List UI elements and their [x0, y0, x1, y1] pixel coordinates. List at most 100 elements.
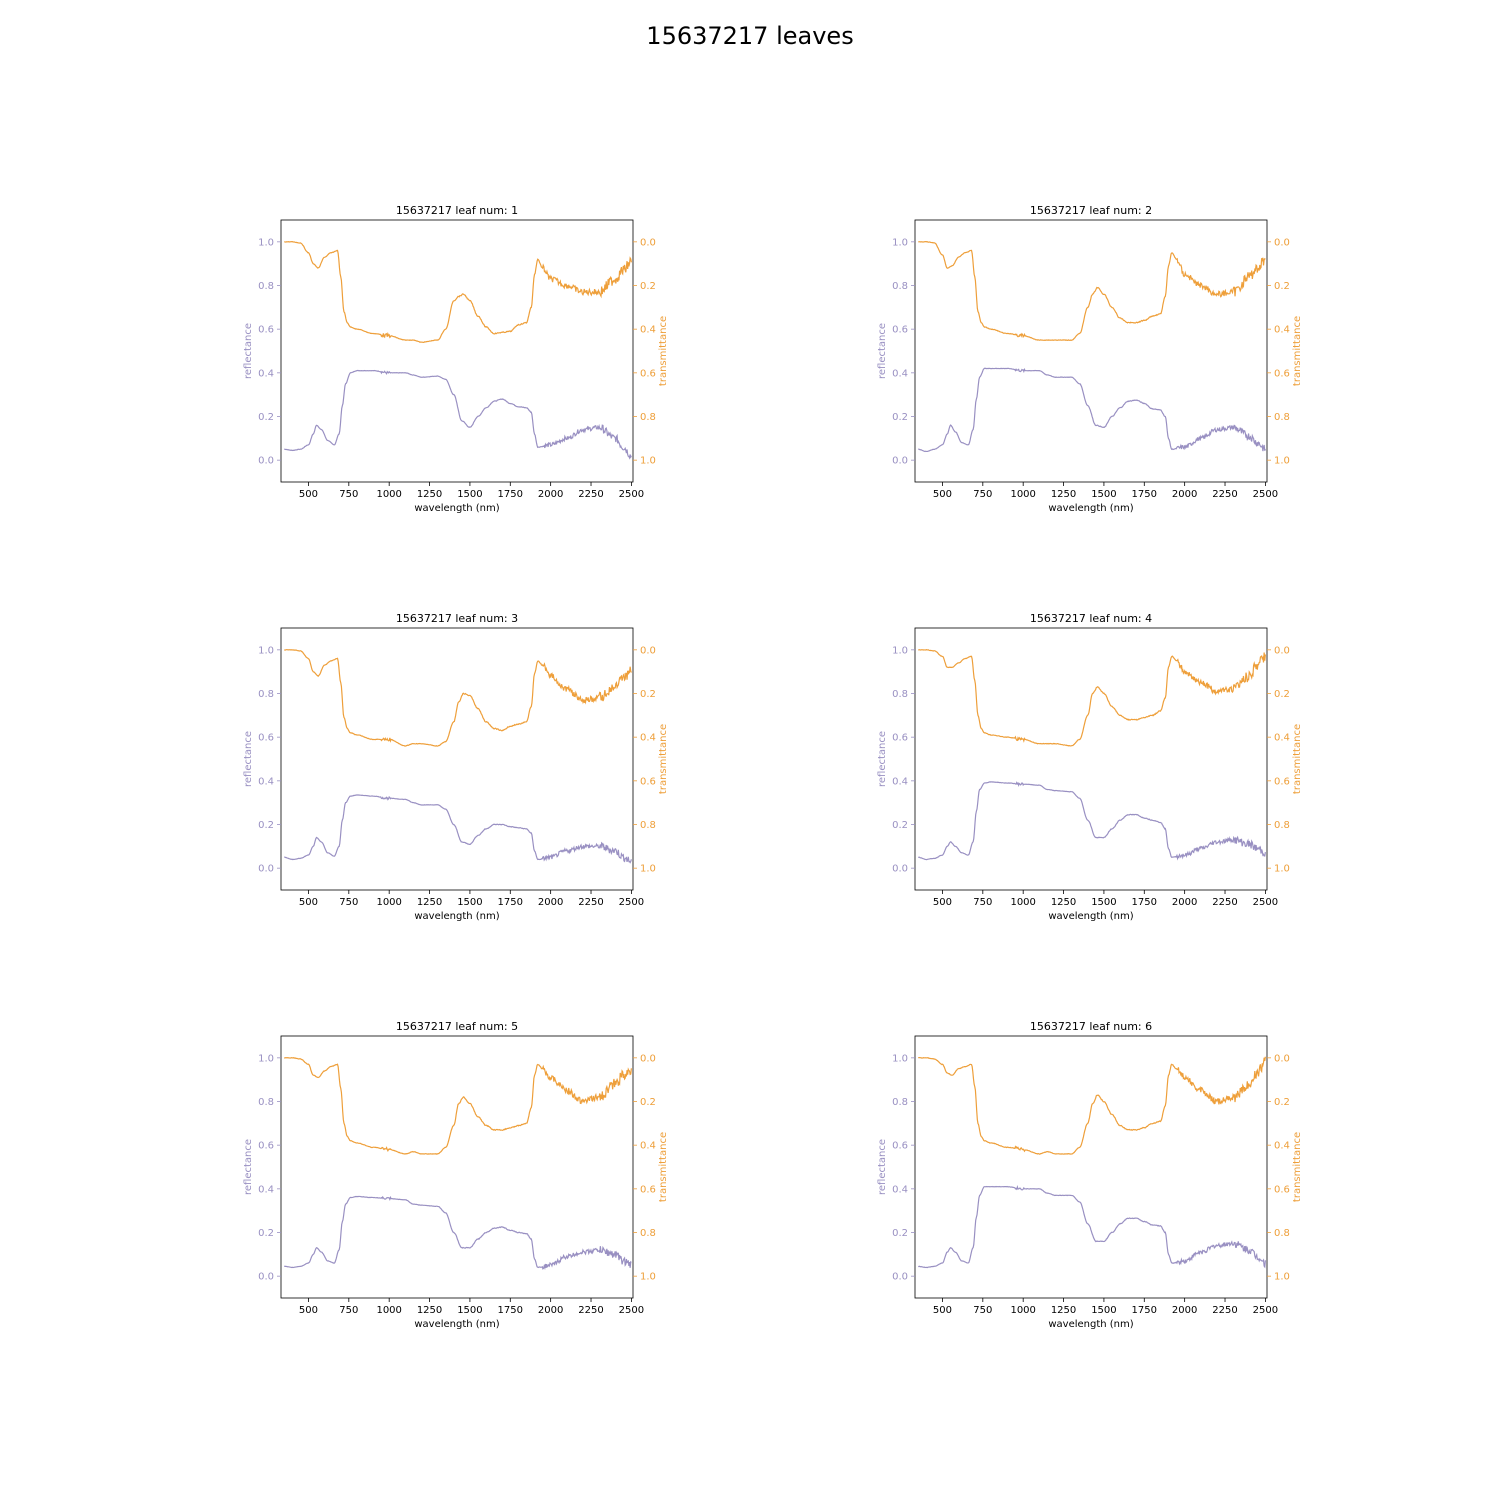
y2-axis-label: transmittance	[1292, 316, 1303, 386]
y-axis-label: reflectance	[243, 323, 254, 379]
transmittance-line	[918, 648, 1266, 747]
y-tick-label: 0.0	[258, 456, 274, 467]
x-tick-label: 1000	[376, 897, 401, 908]
y-tick-label: 0.0	[258, 864, 274, 875]
y2-axis-label: transmittance	[658, 1132, 669, 1202]
x-tick-label: 1250	[1051, 489, 1076, 500]
y-tick-label: 0.8	[258, 689, 274, 700]
x-tick-label: 1250	[1051, 1305, 1076, 1316]
y-tick-label: 0.8	[892, 281, 908, 292]
y-tick-label: 0.6	[258, 325, 274, 336]
y-tick-label: 0.0	[892, 1272, 908, 1283]
y2-tick-label: 0.6	[1274, 776, 1290, 787]
x-tick-label: 750	[973, 897, 992, 908]
y-tick-label: 1.0	[892, 645, 908, 656]
x-tick-label: 1750	[498, 1305, 523, 1316]
y-axis-label: reflectance	[877, 731, 888, 787]
reflectance-line	[284, 794, 632, 864]
x-tick-label: 1500	[1091, 1305, 1116, 1316]
y2-tick-label: 0.2	[1274, 689, 1290, 700]
y-tick-label: 1.0	[258, 1053, 274, 1064]
x-tick-label: 1500	[1091, 897, 1116, 908]
y2-tick-label: 1.0	[1274, 456, 1290, 467]
x-tick-label: 1000	[1010, 489, 1035, 500]
y2-tick-label: 0.0	[1274, 237, 1290, 248]
x-tick-label: 500	[299, 897, 318, 908]
x-tick-label: 1500	[457, 489, 482, 500]
y2-axis-label: transmittance	[1292, 724, 1303, 794]
y-axis-label: reflectance	[877, 323, 888, 379]
y-tick-label: 0.4	[892, 368, 908, 379]
x-tick-label: 1500	[457, 1305, 482, 1316]
y-axis-label: reflectance	[243, 1139, 254, 1195]
subplot-title: 15637217 leaf num: 4	[1030, 612, 1152, 625]
y2-tick-label: 1.0	[1274, 864, 1290, 875]
y2-tick-label: 0.6	[1274, 1184, 1290, 1195]
x-tick-label: 1750	[1132, 1305, 1157, 1316]
x-axis-label: wavelength (nm)	[1048, 1319, 1133, 1330]
reflectance-line	[284, 1195, 632, 1271]
y2-tick-label: 0.2	[640, 281, 656, 292]
y2-axis-label: transmittance	[658, 316, 669, 386]
y-tick-label: 0.4	[892, 776, 908, 787]
subplot-title: 15637217 leaf num: 1	[396, 204, 518, 217]
y-tick-label: 0.2	[258, 820, 274, 831]
y2-tick-label: 0.0	[640, 1053, 656, 1064]
y-tick-label: 1.0	[258, 237, 274, 248]
y2-tick-label: 0.0	[640, 645, 656, 656]
y2-tick-label: 0.2	[640, 689, 656, 700]
x-tick-label: 2250	[1212, 897, 1237, 908]
y-tick-label: 0.6	[258, 1141, 274, 1152]
y2-tick-label: 1.0	[640, 1272, 656, 1283]
transmittance-line	[283, 649, 632, 747]
y2-tick-label: 0.4	[1274, 1141, 1290, 1152]
x-tick-label: 1000	[376, 1305, 401, 1316]
y-tick-label: 1.0	[258, 645, 274, 656]
y2-tick-label: 0.8	[1274, 1228, 1290, 1239]
y-tick-label: 0.4	[258, 368, 274, 379]
y-tick-label: 0.2	[258, 412, 274, 423]
y-tick-label: 1.0	[892, 1053, 908, 1064]
subplot-6: 15637217 leaf num: 6 500 750 1000 1250 1500 17…	[877, 1020, 1303, 1330]
y-tick-label: 0.4	[258, 1184, 274, 1195]
y-tick-label: 0.4	[892, 1184, 908, 1195]
figure-title: 15637217 leaves	[646, 22, 854, 50]
x-tick-label: 1000	[376, 489, 401, 500]
x-tick-label: 2250	[578, 489, 603, 500]
subplot-2: 15637217 leaf num: 2 500 750 1000 1250 1500 17…	[877, 204, 1303, 514]
x-tick-label: 750	[973, 1305, 992, 1316]
y2-tick-label: 0.4	[640, 325, 656, 336]
transmittance-line	[918, 1056, 1266, 1155]
reflectance-line	[918, 1184, 1266, 1269]
y2-tick-label: 0.8	[1274, 412, 1290, 423]
x-tick-label: 2250	[578, 1305, 603, 1316]
subplot-title: 15637217 leaf num: 3	[396, 612, 518, 625]
x-tick-label: 1750	[1132, 489, 1157, 500]
y2-tick-label: 0.0	[640, 237, 656, 248]
x-tick-label: 2000	[538, 489, 563, 500]
y2-tick-label: 0.8	[640, 412, 656, 423]
y-axis-label: reflectance	[243, 731, 254, 787]
subplot-4: 15637217 leaf num: 4 500 750 1000 1250 1500 17…	[877, 612, 1303, 922]
y-tick-label: 1.0	[892, 237, 908, 248]
y-tick-label: 0.8	[258, 281, 274, 292]
x-tick-label: 1500	[457, 897, 482, 908]
y2-tick-label: 0.4	[640, 733, 656, 744]
y2-tick-label: 0.4	[1274, 325, 1290, 336]
x-tick-label: 2000	[1172, 1305, 1197, 1316]
y-tick-label: 0.2	[892, 1228, 908, 1239]
x-tick-label: 2500	[1253, 897, 1278, 908]
y-tick-label: 0.2	[258, 1228, 274, 1239]
x-tick-label: 2250	[578, 897, 603, 908]
x-tick-label: 1250	[417, 897, 442, 908]
y-tick-label: 0.2	[892, 412, 908, 423]
x-tick-label: 2000	[1172, 897, 1197, 908]
x-tick-label: 2500	[619, 1305, 644, 1316]
y2-tick-label: 0.2	[640, 1097, 656, 1108]
x-tick-label: 1000	[1010, 897, 1035, 908]
x-tick-label: 500	[933, 489, 952, 500]
transmittance-line	[918, 240, 1266, 341]
x-axis-label: wavelength (nm)	[414, 911, 499, 922]
x-tick-label: 500	[933, 897, 952, 908]
